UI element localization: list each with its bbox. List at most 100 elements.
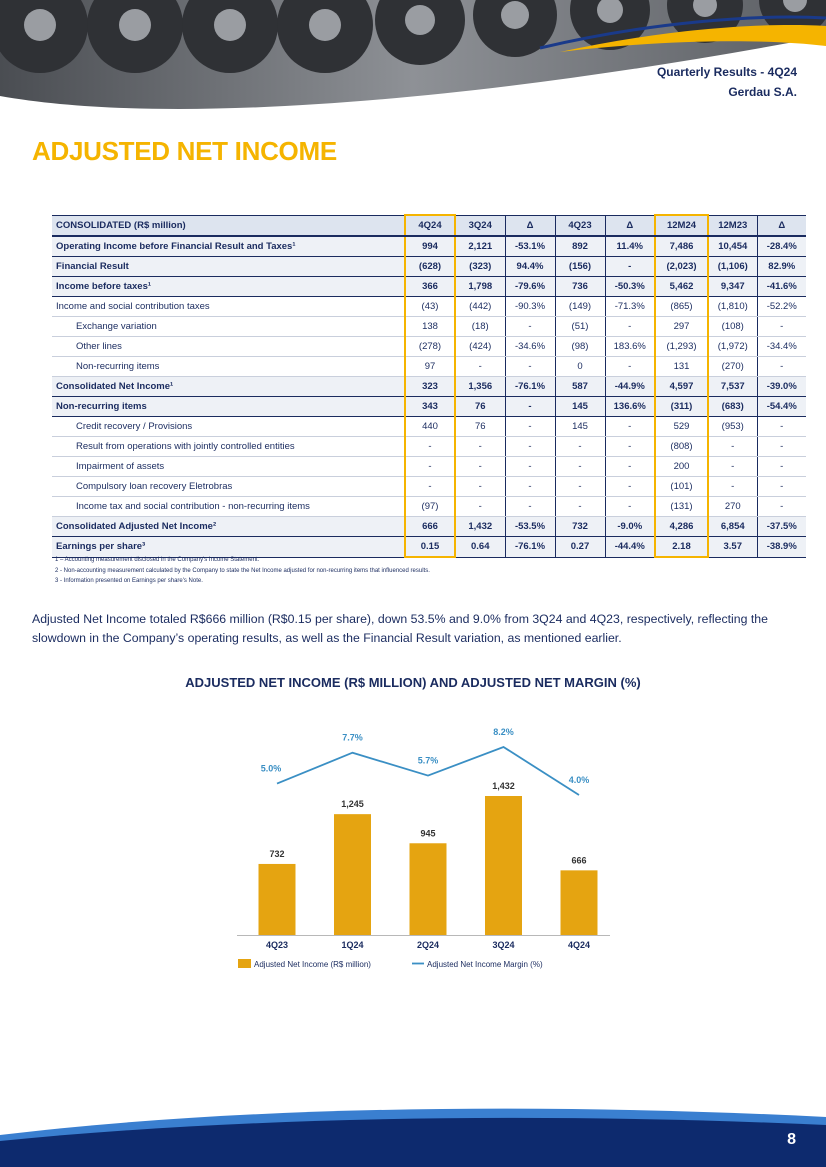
cell: (311) bbox=[654, 396, 709, 417]
row-label: Operating Income before Financial Result… bbox=[52, 236, 405, 257]
cell: 732 bbox=[554, 516, 605, 537]
cell: 10,454 bbox=[707, 236, 757, 257]
table-row: Non-recurring items 343 76-145 136.6% (311)(… bbox=[52, 396, 806, 417]
cell: - bbox=[404, 456, 456, 477]
cell: - bbox=[707, 476, 757, 497]
page-number: 8 bbox=[787, 1131, 796, 1148]
cell: (97) bbox=[404, 496, 456, 517]
data-label: 732 bbox=[269, 849, 284, 859]
cell: (270) bbox=[707, 356, 757, 377]
cell: (149) bbox=[554, 296, 605, 317]
cell: 4,286 bbox=[654, 516, 709, 537]
table-row: Credit recovery / Provisions 440 76-145-52… bbox=[52, 416, 806, 437]
table-row: Income and social contribution taxes (43)… bbox=[52, 296, 806, 317]
cell: - bbox=[454, 436, 505, 457]
cell: 529 bbox=[654, 416, 709, 437]
cell: - bbox=[604, 456, 655, 477]
bar bbox=[560, 870, 598, 935]
row-label: Non-recurring items bbox=[52, 396, 405, 417]
legend-swatch bbox=[238, 959, 251, 968]
data-label: 945 bbox=[420, 828, 435, 838]
cell: 9,347 bbox=[707, 276, 757, 297]
cell: 94.4% bbox=[504, 256, 555, 277]
cell: -53.5% bbox=[504, 516, 555, 537]
data-label: 4.0% bbox=[569, 775, 590, 785]
cell: 7,537 bbox=[707, 376, 757, 397]
cell: - bbox=[504, 436, 555, 457]
bar bbox=[409, 843, 447, 935]
cell: (43) bbox=[404, 296, 456, 317]
table-row: Earnings per share³ 0.15 0.64 -76.1% 0.27 -44… bbox=[52, 536, 806, 558]
cell: -44.9% bbox=[604, 376, 655, 397]
cell: -90.3% bbox=[504, 296, 555, 317]
cell: 4,597 bbox=[654, 376, 709, 397]
cell: 183.6% bbox=[604, 336, 655, 357]
row-label: Result from operations with jointly cont… bbox=[52, 436, 405, 457]
header-row: CONSOLIDATED (R$ million) 4Q24 3Q24 Δ 4Q23 Δ 1… bbox=[52, 214, 806, 237]
cell: 1,356 bbox=[454, 376, 505, 397]
cell: (1,106) bbox=[707, 256, 757, 277]
table-row: Compulsory loan recovery Eletrobras - - - - -… bbox=[52, 476, 806, 497]
cell: - bbox=[756, 316, 806, 337]
cell: - bbox=[756, 416, 806, 437]
cell: - bbox=[454, 356, 505, 377]
x-tick-label: 4Q23 bbox=[266, 940, 288, 950]
cell: 0 bbox=[554, 356, 605, 377]
cell: - bbox=[554, 436, 605, 457]
cell: 587 bbox=[554, 376, 605, 397]
cell: -38.9% bbox=[756, 536, 806, 558]
cell: (953) bbox=[707, 416, 757, 437]
cell: -53.1% bbox=[504, 236, 555, 257]
footnote: 1 – Accounting measurement disclosed in … bbox=[55, 557, 260, 563]
cell: - bbox=[554, 496, 605, 517]
cell: - bbox=[504, 476, 555, 497]
table-row: Operating Income before Financial Result… bbox=[52, 236, 806, 257]
table-row: Income tax and social contribution - non… bbox=[52, 496, 806, 517]
cell: -9.0% bbox=[604, 516, 655, 537]
row-label: CONSOLIDATED (R$ million) bbox=[52, 214, 405, 237]
cell: -39.0% bbox=[756, 376, 806, 397]
cell: - bbox=[707, 456, 757, 477]
cell: 136.6% bbox=[604, 396, 655, 417]
cell: 994 bbox=[404, 236, 456, 257]
cell: 145 bbox=[554, 416, 605, 437]
cell: 131 bbox=[654, 356, 709, 377]
cell: -54.4% bbox=[756, 396, 806, 417]
cell: (98) bbox=[554, 336, 605, 357]
row-label: Income and social contribution taxes bbox=[52, 296, 405, 317]
cell: 5,462 bbox=[654, 276, 709, 297]
cell: 138 bbox=[404, 316, 456, 337]
legend-label: Adjusted Net Income Margin (%) bbox=[427, 960, 543, 969]
cell: 76 bbox=[454, 396, 505, 417]
chart-title: ADJUSTED NET INCOME (R$ MILLION) AND ADJ… bbox=[185, 675, 640, 690]
results-table: CONSOLIDATED (R$ million) 4Q24 3Q24 Δ 4Q23 Δ 1… bbox=[52, 214, 806, 558]
cell: 4Q24 bbox=[404, 214, 456, 237]
footnote: 2 - Non-accounting measurement calculate… bbox=[55, 567, 430, 574]
cell: - bbox=[604, 476, 655, 497]
cell: - bbox=[554, 456, 605, 477]
row-label: Exchange variation bbox=[52, 316, 405, 337]
cell: (156) bbox=[554, 256, 605, 277]
cell: - bbox=[454, 496, 505, 517]
table-row: Impairment of assets - - - - -200- - bbox=[52, 456, 806, 477]
cell: - bbox=[554, 476, 605, 497]
table-row: Consolidated Adjusted Net Income² 666 1,43… bbox=[52, 516, 806, 537]
cell: 736 bbox=[554, 276, 605, 297]
footnotes: 1 – Accounting measurement disclosed in … bbox=[55, 555, 430, 587]
cell: - bbox=[756, 436, 806, 457]
cell: 12M23 bbox=[707, 214, 757, 237]
x-tick-label: 2Q24 bbox=[417, 940, 439, 950]
cell: 3Q24 bbox=[454, 214, 505, 237]
cell: 0.15 bbox=[404, 536, 456, 558]
cell: 323 bbox=[404, 376, 456, 397]
cell: Δ bbox=[604, 214, 655, 237]
cell: (108) bbox=[707, 316, 757, 337]
cell: - bbox=[604, 256, 655, 277]
bar bbox=[485, 796, 522, 935]
company-name: Gerdau S.A. bbox=[728, 85, 797, 99]
header-banner bbox=[0, 0, 826, 125]
cell: - bbox=[604, 356, 655, 377]
cell: -71.3% bbox=[604, 296, 655, 317]
